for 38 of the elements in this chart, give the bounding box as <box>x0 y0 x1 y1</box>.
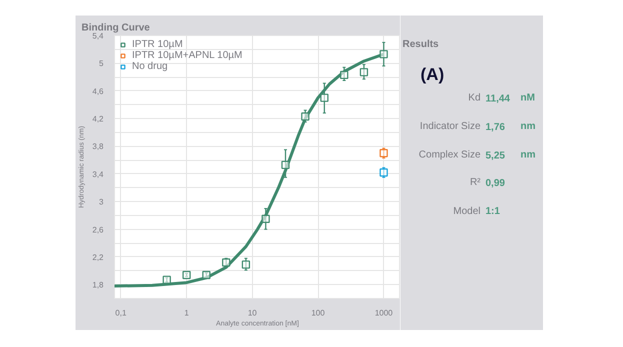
text: R² 0,99 <box>470 176 506 189</box>
text: Results <box>402 39 440 50</box>
point <box>182 270 191 280</box>
legend-label: IPTR 10µM+APNL 10µM <box>132 50 242 61</box>
point <box>360 68 368 76</box>
text: Complex Size 5,25 nm <box>418 149 536 162</box>
point <box>301 112 310 121</box>
text: Indicator Size 1,76 nm <box>420 121 536 134</box>
x-tick-label: 0,1 <box>115 308 127 318</box>
y-tick-label: 4,6 <box>92 86 104 96</box>
point <box>281 160 290 170</box>
point <box>202 270 210 280</box>
x-tick-label: 1000 <box>374 308 394 318</box>
legend-label: IPTR 10µM <box>132 39 183 50</box>
y-tick-label: 2,2 <box>92 252 104 262</box>
y-tick-label: 5 <box>99 59 104 68</box>
point <box>162 276 171 284</box>
point <box>340 70 348 80</box>
y-tick-label: 5,4 <box>92 32 104 40</box>
point <box>320 94 328 102</box>
point <box>262 214 270 224</box>
x-tick-label: 100 <box>311 308 326 318</box>
point <box>242 260 250 269</box>
text: (A) <box>420 65 444 84</box>
text: Model 1:1 <box>453 206 500 218</box>
chart-title: Binding Curve <box>82 22 150 34</box>
text: Kd 11,44 nM <box>468 92 535 105</box>
y-tick-label: 2,6 <box>92 225 104 234</box>
y-tick-label: 3,4 <box>92 170 104 179</box>
x-tick-label: 10 <box>248 308 258 318</box>
point <box>380 50 388 58</box>
legend-label: No drug <box>132 61 168 72</box>
y-tick-label: 3,8 <box>92 142 104 152</box>
point <box>222 258 230 267</box>
y-tick-label: 3 <box>99 198 104 207</box>
x-tick-label: 1 <box>184 308 190 318</box>
y-tick-label: 1,8 <box>92 280 104 290</box>
y-tick-label: 4,2 <box>92 114 104 124</box>
